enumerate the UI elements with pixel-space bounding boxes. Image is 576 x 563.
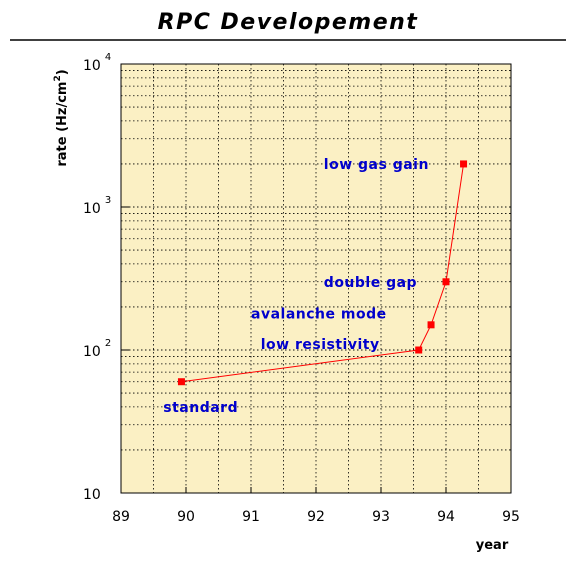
x-tick-label: 94 <box>437 509 455 525</box>
x-tick-label: 92 <box>307 509 325 525</box>
data-point-marker <box>177 378 185 386</box>
y-tick-label: 10 <box>83 487 101 503</box>
y-tick-label: 103 <box>83 195 111 217</box>
annotation-label: standard <box>163 400 238 416</box>
x-tick-label: 89 <box>112 509 130 525</box>
x-tick-label: 93 <box>372 509 390 525</box>
annotations: low gas gain double gap avalanche mode low … <box>163 157 429 416</box>
data-point-marker <box>415 346 423 354</box>
chart-title: RPC Developement <box>158 10 419 35</box>
x-axis-label: year <box>476 538 509 553</box>
y-axis-label: rate (Hz/cm2) <box>53 69 70 166</box>
data-point-marker <box>442 278 450 286</box>
y-axis-label-main: rate (Hz/cm <box>55 82 70 167</box>
axis-ticks: 89 90 91 92 93 94 95 10 102 103 104 <box>83 52 520 525</box>
x-tick-label: 95 <box>502 509 520 525</box>
data-point-marker <box>460 160 468 168</box>
grid <box>120 63 512 494</box>
x-tick-label: 90 <box>177 509 195 525</box>
y-tick-label: 102 <box>83 338 111 360</box>
annotation-label: double gap <box>324 275 417 291</box>
data-point-marker <box>427 321 435 329</box>
y-axis-label-sup: 2 <box>53 75 63 81</box>
y-axis-label-group: rate (Hz/cm2) <box>53 69 70 166</box>
annotation-label: low resistivity <box>261 337 380 353</box>
y-axis-label-close: ) <box>55 69 70 75</box>
series <box>177 160 468 386</box>
annotation-label: low gas gain <box>324 157 429 173</box>
x-tick-label: 91 <box>242 509 260 525</box>
y-tick-label: 104 <box>83 52 111 74</box>
annotation-label: avalanche mode <box>251 306 387 322</box>
